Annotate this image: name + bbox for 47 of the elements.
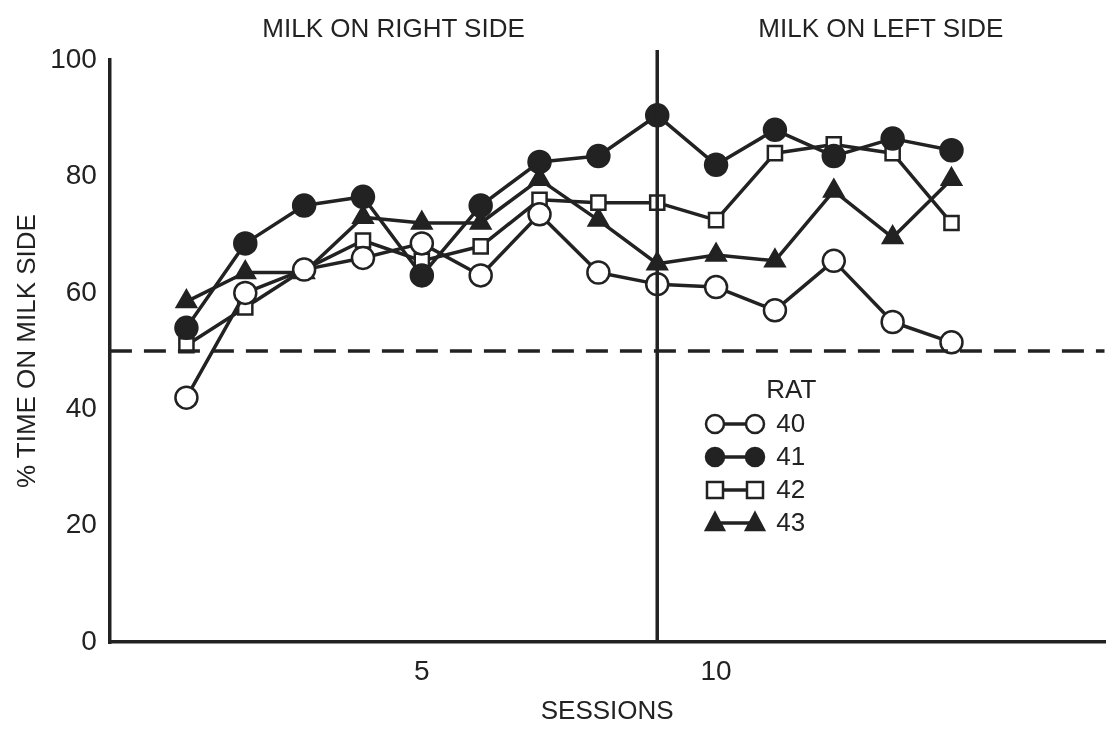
point [762, 298, 788, 323]
x-axis-title: SESSIONS [540, 694, 674, 725]
point [468, 193, 493, 218]
point [766, 144, 784, 162]
point [762, 117, 788, 143]
point [527, 202, 552, 227]
text: MILK ON RIGHT SIDE [262, 13, 525, 44]
point [527, 149, 552, 175]
point [939, 137, 964, 163]
point [409, 263, 435, 288]
y-axis-title: % TIME ON MILK SIDE [10, 214, 41, 489]
point [880, 309, 905, 335]
text: MILK ON LEFT SIDE [758, 13, 1004, 44]
point [703, 274, 729, 300]
y-tick-label: 80 [65, 159, 97, 191]
point [703, 152, 729, 178]
point [291, 193, 317, 218]
y-tick-label: 0 [81, 624, 97, 656]
y-tick-label: 20 [65, 508, 97, 540]
y-tick-label: 100 [50, 42, 97, 74]
x-tick-label: 5 [414, 654, 430, 686]
point [350, 245, 376, 271]
legend-label: 40 [776, 408, 806, 440]
point [468, 263, 493, 288]
legend-label: 41 [776, 441, 806, 473]
point [821, 248, 847, 274]
point [174, 385, 199, 410]
y-tick-label: 60 [65, 275, 97, 307]
legend-label: 42 [776, 474, 806, 506]
point [586, 143, 611, 169]
point [472, 237, 489, 255]
point [174, 315, 199, 341]
point [880, 126, 905, 151]
point [233, 280, 258, 306]
point [939, 330, 964, 355]
point [821, 143, 847, 169]
point [590, 194, 607, 211]
y-tick-label: 40 [65, 392, 97, 424]
legend-label: 43 [776, 507, 806, 539]
point [943, 214, 960, 232]
point [233, 231, 258, 256]
legend-title: RAT [766, 374, 817, 406]
point [707, 211, 725, 229]
point [409, 231, 435, 256]
point [350, 184, 376, 210]
point [586, 260, 611, 285]
x-tick-label: 10 [700, 654, 732, 686]
